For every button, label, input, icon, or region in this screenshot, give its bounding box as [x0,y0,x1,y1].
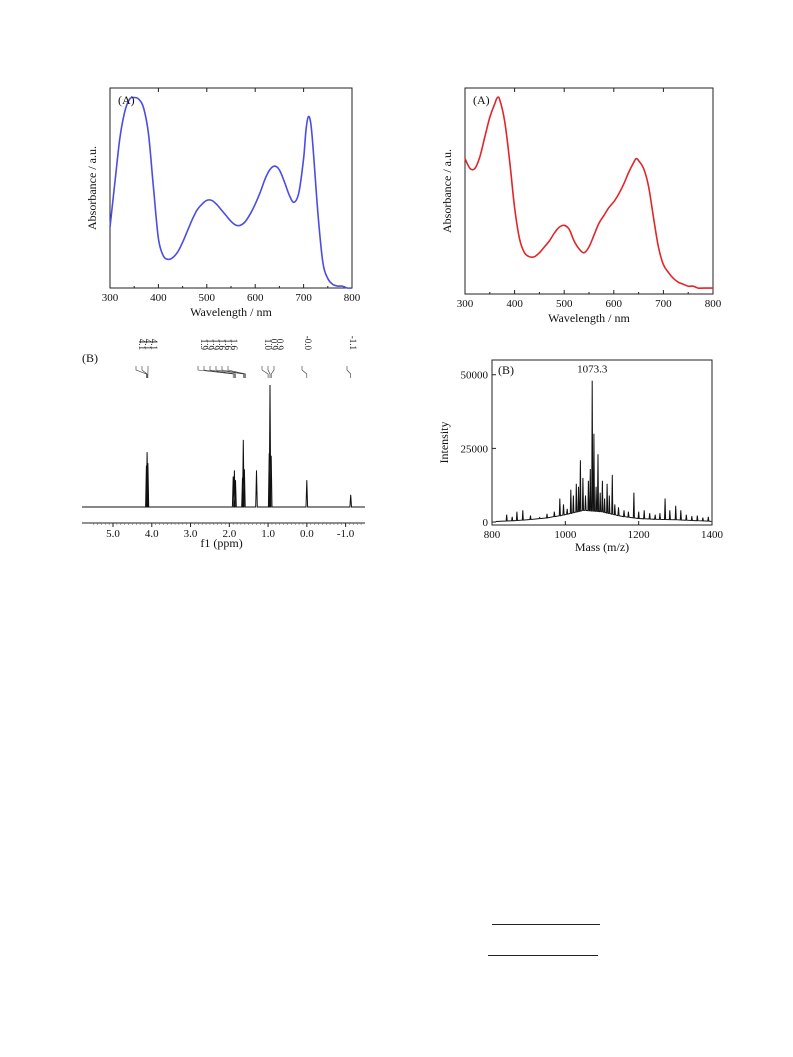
peak-label: 1.0 [263,339,273,351]
absorbance-series-line [109,96,353,289]
peak-label: 4.1 [137,339,147,350]
horizontal-rule [488,955,598,956]
panel-label: (B) [82,351,98,365]
x-tick-label: 700 [295,292,312,304]
peak-label-leader [261,366,269,378]
x-axis-label: Wavelength / nm [548,311,630,325]
x-tick-label: 300 [457,298,474,310]
x-tick-label: 300 [102,292,119,304]
peak-label-leader [270,366,275,378]
peak-label: 1.9 [199,339,209,351]
plot-frame [491,359,713,526]
peak-label-leader [141,366,148,378]
peak-annotation: 1073.3 [577,364,608,376]
mass-spectrum-chart: 800 1000 1200 1400 0 25000 50000 1073.3 (B) Mass … [437,359,724,554]
peak-label-leader [221,366,245,378]
x-tick-label: 800 [484,529,501,541]
peak-label-leader [197,366,234,378]
uv-vis-blue-chart: 300 400 500 600 700 800 (A) Wavelength / nm Abso… [85,87,361,319]
nmr-chart: (B) 5.0 4.0 3.0 2.0 1.0 0.0 -1.0 f1 (ppm) 4.14.14… [82,336,365,550]
x-axis-label: f1 (ppm) [200,536,242,550]
panel-label: (A) [473,93,490,107]
y-tick-label: 50000 [461,370,489,382]
x-tick-label: 2.0 [222,528,236,540]
x-tick-label: 600 [247,292,264,304]
y-axis-label: Intensity [437,422,451,464]
y-axis-label: Absorbance / a.u. [440,149,454,233]
peak-label: 4.1 [149,339,159,350]
x-axis-label: Mass (m/z) [575,540,629,554]
peak-label: 1.6 [217,339,227,351]
peak-label: 4.1 [143,339,153,350]
peak-label-leader [301,366,308,378]
peak-label: 1.6 [229,339,239,351]
mass-spectrum-line [495,380,712,522]
x-tick-label: 5.0 [106,528,120,540]
x-tick-label: -1.0 [337,528,355,540]
y-tick-label: 25000 [461,443,489,455]
panel-label: (A) [118,93,135,107]
x-tick-label: 1000 [554,529,577,541]
peak-label-leader [227,366,246,378]
x-tick-label: 500 [556,298,573,310]
peak-label: 1.9 [211,339,221,351]
y-axis-label: Absorbance / a.u. [85,146,99,230]
peak-label-leader [135,366,147,378]
uv-vis-red-chart: 300 400 500 600 700 800 (A) Wavelength / nm Abso… [440,87,722,325]
peak-label: 1.6 [223,339,233,351]
x-tick-label: 400 [506,298,523,310]
x-tick-label: 800 [705,298,722,310]
uv-vis-red-panel: 300 400 500 600 700 800 (A) Wavelength / nm Abso… [432,78,732,336]
x-tick-label: 0.0 [300,528,314,540]
x-tick-label: 3.0 [184,528,198,540]
x-axis-label: Wavelength / nm [190,305,272,319]
x-tick-label: 1200 [628,529,651,541]
x-tick-label: 800 [344,292,361,304]
nmr-panel: (B) 5.0 4.0 3.0 2.0 1.0 0.0 -1.0 f1 (ppm) 4.1 4.1 4… [70,336,370,565]
x-tick-label: 700 [655,298,672,310]
x-tick-label: 4.0 [145,528,159,540]
x-tick-label: 600 [606,298,623,310]
horizontal-rule [492,924,600,925]
peak-label-leader [346,366,351,378]
peak-label: 0.9 [275,339,285,351]
mass-spectrum-panel: 800 1000 1200 1400 0 25000 50000 1073.3 (B) Mass … [432,350,732,565]
peak-label: 1.9 [205,339,215,351]
x-tick-label: 1400 [701,529,724,541]
peak-label: -0.0 [303,336,313,351]
x-tick-label: 500 [199,292,216,304]
panel-label: (B) [498,363,514,377]
uv-vis-blue-panel: 300 400 500 600 700 800 (A) Wavelength / nm Abso… [60,78,370,333]
peak-label-leader [267,366,271,378]
x-tick-label: 1.0 [261,528,275,540]
peak-label: -1.1 [348,336,358,350]
peak-label-leader [209,366,236,378]
absorbance-series-line [464,96,713,290]
peak-label: 0.9 [269,339,279,351]
peak-label-leader [203,366,235,378]
peak-label-leader [215,366,244,378]
x-tick-label: 400 [150,292,167,304]
y-tick-label: 0 [483,517,489,529]
plot-frame [464,87,714,295]
nmr-spectrum-line [82,384,365,508]
